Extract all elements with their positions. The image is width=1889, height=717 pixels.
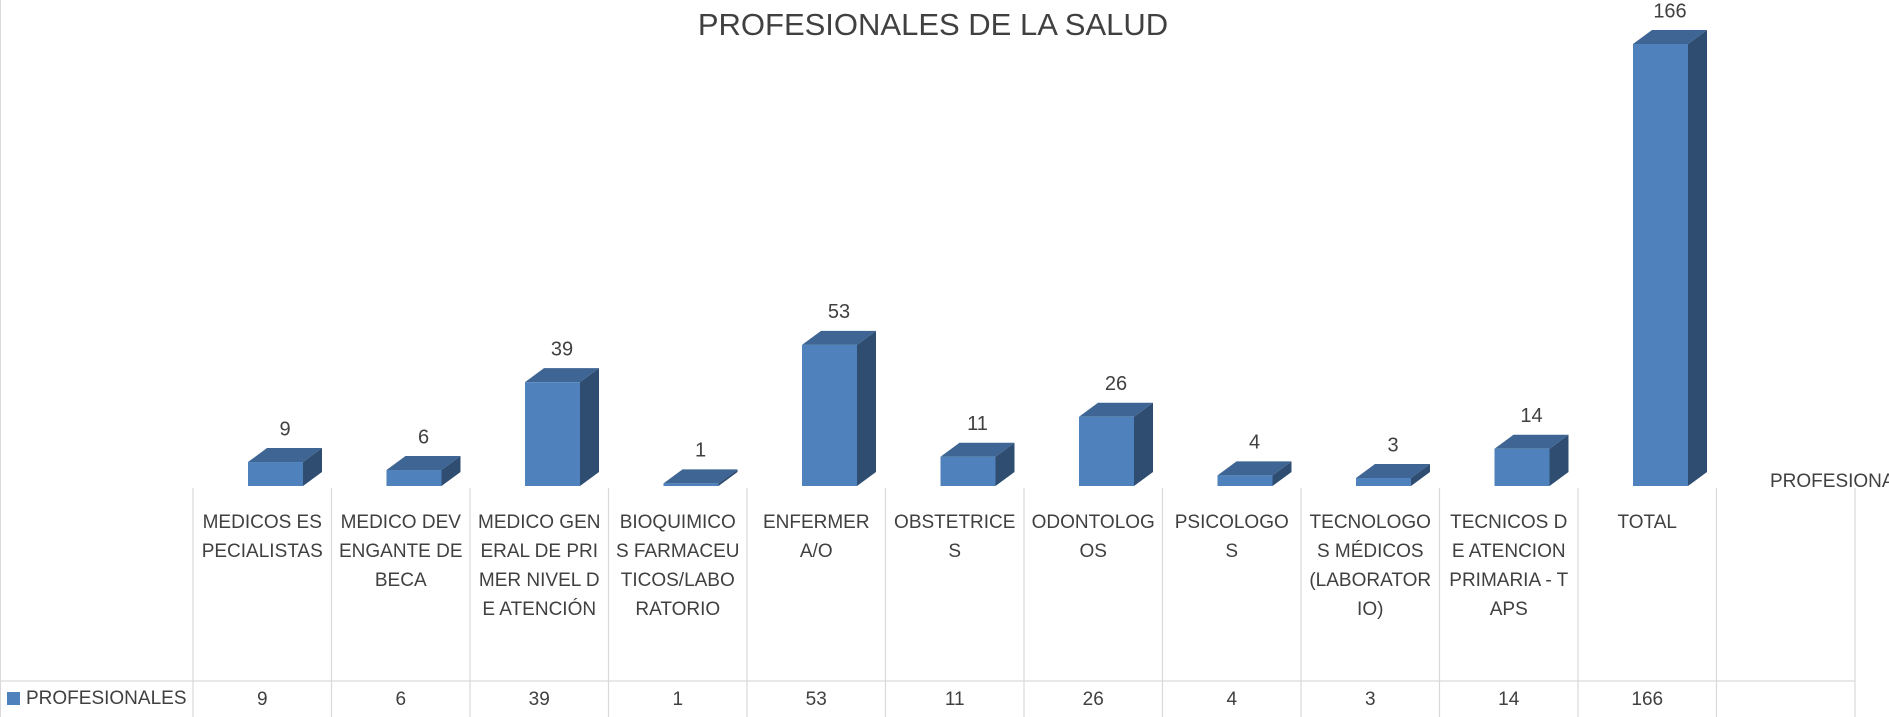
- value-label-bg: [544, 337, 580, 364]
- value-label: 3: [1387, 434, 1398, 456]
- bar-top: [1356, 464, 1430, 479]
- category-label: BIOQUIMICOS FARMACEUTICOS/LABORATORIO: [615, 512, 740, 620]
- bar: [802, 330, 876, 486]
- table-value: 26: [1083, 689, 1104, 710]
- value-label-bg: [682, 438, 719, 465]
- bar-top: [940, 442, 1015, 457]
- chart-title: PROFESIONALES DE LA SALUD: [698, 7, 1168, 42]
- value-label-bg: [1098, 371, 1134, 398]
- value-label: 9: [279, 418, 290, 440]
- bar-front: [1494, 448, 1550, 486]
- table-value: 9: [257, 689, 268, 710]
- bar-top: [663, 469, 738, 484]
- bar-side: [718, 469, 738, 486]
- bar-side: [1134, 402, 1153, 486]
- table-value: 1: [672, 689, 683, 710]
- value-label-bg: [1652, 0, 1688, 25]
- bar-top: [386, 456, 461, 471]
- bar-front: [1217, 475, 1273, 486]
- legend-key: [7, 692, 20, 705]
- bar: [248, 448, 322, 486]
- table-value: 6: [395, 689, 406, 710]
- table-value: 4: [1226, 689, 1237, 710]
- bar: [1494, 434, 1569, 486]
- bar-side: [580, 368, 599, 486]
- bar-front: [1079, 416, 1134, 486]
- bar: [1356, 464, 1430, 486]
- bar-top: [1494, 434, 1569, 449]
- value-label-bg: [1513, 403, 1550, 430]
- value-label-bg: [405, 425, 442, 452]
- bar-front: [940, 456, 996, 486]
- bar-front: [386, 470, 442, 486]
- bar-front: [663, 483, 719, 486]
- bar-top: [1633, 30, 1707, 44]
- bar: [386, 456, 461, 486]
- bar-front: [248, 462, 303, 486]
- table-series-name: PROFESIONALES: [26, 688, 187, 709]
- bar-side: [1688, 30, 1707, 486]
- value-label-bg: [821, 299, 857, 326]
- bar-side: [441, 456, 461, 486]
- value-label-bg: [267, 417, 303, 444]
- value-label-bg: [959, 411, 996, 438]
- category-label: ENFERMERA/O: [762, 512, 870, 562]
- bar-front: [802, 344, 857, 486]
- value-label: 6: [418, 426, 429, 448]
- bar: [1217, 461, 1292, 486]
- bar-front: [1633, 44, 1688, 486]
- value-label: 166: [1653, 0, 1686, 22]
- value-label: 53: [828, 301, 850, 323]
- bar-top: [1079, 402, 1153, 417]
- category-label: MEDICO DEVENGANTE DE BECA: [338, 512, 463, 591]
- bar-side: [857, 330, 876, 486]
- value-label: 39: [551, 338, 573, 360]
- value-label-bg: [1375, 433, 1411, 460]
- bar: [663, 469, 738, 486]
- category-label: MEDICO GENERAL DE PRIMER NIVEL DE ATENCI…: [478, 512, 601, 620]
- bar-top: [525, 368, 599, 383]
- bar: [525, 368, 599, 486]
- table-value: 166: [1631, 689, 1663, 710]
- bar-side: [1272, 461, 1292, 486]
- value-label: 4: [1249, 432, 1260, 454]
- category-label: OBSTETRICES: [894, 512, 1016, 562]
- bar-top: [802, 330, 876, 345]
- bar-side: [1549, 434, 1569, 486]
- category-label: TECNICOS DE ATENCION PRIMARIA - TAPS: [1449, 512, 1569, 620]
- bar-front: [1356, 478, 1411, 486]
- bar-side: [995, 442, 1015, 486]
- bar: [1633, 30, 1707, 486]
- table-value: 3: [1365, 689, 1376, 710]
- category-label: ODONTOLOGOS: [1031, 512, 1155, 562]
- bar: [940, 442, 1015, 486]
- value-label: 26: [1105, 373, 1127, 395]
- bar: [1079, 402, 1153, 486]
- bar-side: [1411, 464, 1430, 486]
- bar-side: [303, 448, 322, 486]
- category-label: TOTAL: [1617, 512, 1677, 533]
- table-value: 11: [945, 689, 965, 710]
- value-label: 11: [967, 413, 988, 435]
- category-label: MEDICOS ESPECIALISTAS: [201, 512, 323, 562]
- table-value: 39: [529, 689, 550, 710]
- legend-label: PROFESIONALES: [1770, 471, 1889, 492]
- table-value: 14: [1498, 689, 1520, 710]
- category-label: TECNOLOGOS MÉDICOS (LABORATORIO): [1309, 512, 1432, 620]
- value-label: 1: [695, 440, 706, 462]
- value-label-bg: [1236, 430, 1273, 457]
- category-label: PSICOLOGOS: [1174, 512, 1289, 562]
- value-label: 14: [1520, 405, 1542, 427]
- bar-front: [525, 382, 580, 486]
- bar-top: [1217, 461, 1292, 476]
- bar-top: [248, 448, 322, 463]
- table-value: 53: [806, 689, 827, 710]
